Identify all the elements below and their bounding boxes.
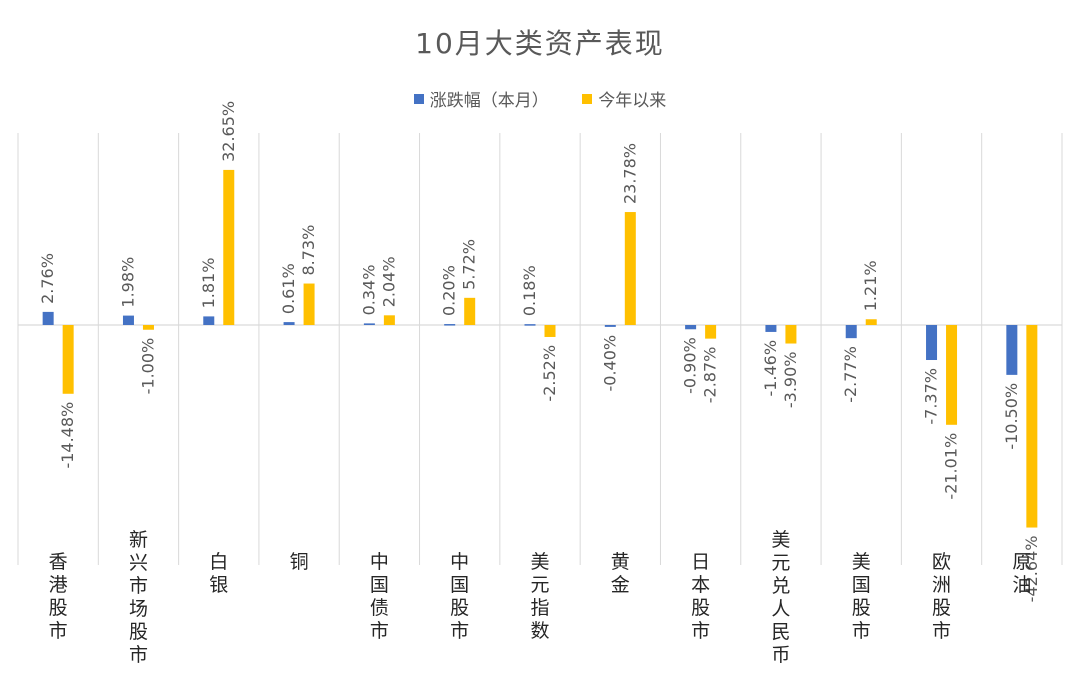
bar-ytd-6 xyxy=(544,325,556,337)
bar-monthly-11 xyxy=(926,325,938,361)
category-label-6: 美元指数 xyxy=(530,551,549,642)
bar-ytd-3 xyxy=(303,283,315,325)
category-label-3: 铜 xyxy=(290,551,309,573)
data-label-ytd-9: -3.90% xyxy=(781,352,800,409)
data-label-ytd-3: 8.73% xyxy=(299,225,318,276)
data-label-monthly-6: 0.18% xyxy=(520,265,539,316)
bar-monthly-1 xyxy=(122,315,134,325)
data-label-ytd-6: -2.52% xyxy=(540,345,559,402)
bar-monthly-4 xyxy=(363,323,375,325)
bar-ytd-1 xyxy=(142,325,154,330)
bar-monthly-3 xyxy=(283,322,295,325)
chart-legend: 涨跌幅（本月） 今年以来 xyxy=(0,86,1080,111)
data-label-ytd-7: 23.78% xyxy=(620,143,639,204)
bar-ytd-7 xyxy=(624,212,636,325)
bar-ytd-5 xyxy=(464,297,476,325)
category-label-11: 欧洲股市 xyxy=(932,551,951,642)
legend-label-monthly: 涨跌幅（本月） xyxy=(429,91,549,111)
bar-ytd-12 xyxy=(1026,325,1038,528)
bar-ytd-0 xyxy=(62,325,74,394)
bar-ytd-11 xyxy=(946,325,958,425)
category-label-1: 新兴市场股市 xyxy=(129,529,148,666)
bar-monthly-2 xyxy=(203,316,215,325)
data-label-ytd-1: -1.00% xyxy=(138,338,157,395)
category-label-12: 原油 xyxy=(1012,551,1031,596)
data-label-monthly-9: -1.46% xyxy=(761,340,780,397)
category-label-7: 黄金 xyxy=(611,551,630,596)
bar-monthly-0 xyxy=(42,311,54,325)
bar-ytd-10 xyxy=(865,319,877,325)
category-label-5: 中国股市 xyxy=(450,551,469,642)
bar-monthly-5 xyxy=(444,324,456,326)
data-label-ytd-4: 2.04% xyxy=(379,256,398,307)
bar-ytd-4 xyxy=(383,315,395,325)
data-label-ytd-0: -14.48% xyxy=(58,402,77,469)
legend-item-ytd: 今年以来 xyxy=(582,86,666,111)
data-label-monthly-8: -0.90% xyxy=(681,337,700,394)
category-label-9: 美元兑人民币 xyxy=(771,529,790,666)
data-label-monthly-12: -10.50% xyxy=(1002,383,1021,450)
category-label-0: 香港股市 xyxy=(49,551,68,642)
bar-ytd-8 xyxy=(705,325,717,339)
legend-item-monthly: 涨跌幅（本月） xyxy=(413,86,549,111)
bar-monthly-7 xyxy=(604,325,616,327)
data-label-ytd-10: 1.21% xyxy=(861,260,880,311)
bar-ytd-2 xyxy=(223,169,235,325)
data-label-monthly-0: 2.76% xyxy=(38,253,57,304)
data-label-ytd-11: -21.01% xyxy=(942,433,961,500)
legend-label-ytd: 今年以来 xyxy=(598,91,667,111)
data-label-ytd-8: -2.87% xyxy=(701,347,720,404)
bar-monthly-10 xyxy=(845,325,857,339)
data-label-ytd-12: -42.64% xyxy=(1022,536,1041,603)
data-label-ytd-2: 32.65% xyxy=(219,101,238,162)
data-label-monthly-3: 0.61% xyxy=(279,263,298,314)
category-label-2: 白银 xyxy=(209,551,228,596)
bar-monthly-8 xyxy=(685,325,697,330)
category-label-4: 中国债市 xyxy=(370,551,389,642)
data-label-monthly-7: -0.40% xyxy=(600,335,619,392)
category-label-10: 美国股市 xyxy=(852,551,871,642)
legend-swatch-monthly xyxy=(413,93,424,104)
bar-monthly-12 xyxy=(1006,325,1018,375)
data-label-monthly-5: 0.20% xyxy=(440,265,459,316)
bar-monthly-6 xyxy=(524,324,536,326)
legend-swatch-ytd xyxy=(582,93,593,104)
data-label-monthly-2: 1.81% xyxy=(199,258,218,309)
data-label-monthly-1: 1.98% xyxy=(118,257,137,308)
chart-title: 10月大类资产表现 xyxy=(415,27,665,60)
bar-ytd-9 xyxy=(785,325,797,344)
data-label-monthly-11: -7.37% xyxy=(922,368,941,425)
category-label-8: 日本股市 xyxy=(691,551,710,642)
data-label-ytd-5: 5.72% xyxy=(460,239,479,290)
data-label-monthly-10: -2.77% xyxy=(841,346,860,403)
data-label-monthly-4: 0.34% xyxy=(359,265,378,316)
bar-monthly-9 xyxy=(765,325,777,332)
